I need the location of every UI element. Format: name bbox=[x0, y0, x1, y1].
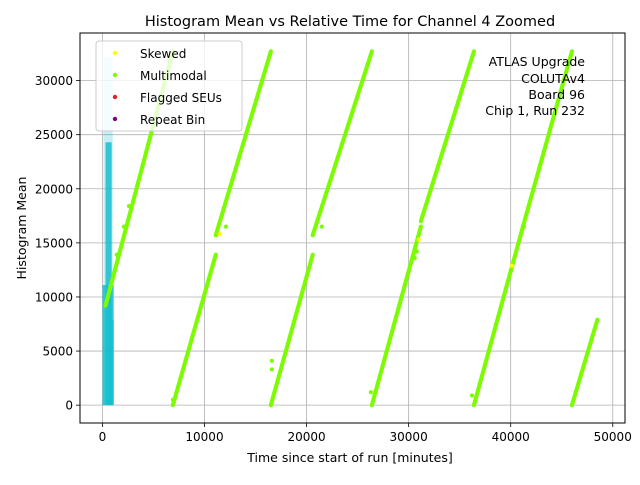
annotation-line-3: Board 96 bbox=[528, 87, 585, 102]
plot-frame bbox=[79, 32, 626, 424]
skewed-point bbox=[217, 232, 222, 237]
y-tick-label: 20000 bbox=[35, 182, 73, 196]
y-tick-label: 5000 bbox=[42, 345, 73, 359]
cyan-band bbox=[102, 56, 114, 406]
annotation-line-1: ATLAS Upgrade bbox=[489, 54, 586, 69]
legend-label-flagged-seus: Flagged SEUs bbox=[140, 91, 222, 105]
multimodal-point bbox=[114, 252, 119, 257]
y-tick-label: 25000 bbox=[35, 128, 73, 142]
multimodal-point bbox=[269, 367, 274, 372]
y-tick-label: 0 bbox=[65, 399, 73, 413]
annotation: ATLAS Upgrade COLUTAv4 Board 96 Chip 1, … bbox=[485, 54, 585, 118]
legend-marker-multimodal bbox=[112, 72, 118, 78]
cyan-band-bar bbox=[105, 142, 112, 406]
x-axis-ticks: 0 10000 20000 30000 40000 50000 bbox=[99, 423, 632, 444]
skewed-point bbox=[416, 237, 421, 242]
data-points bbox=[103, 49, 600, 408]
multimodal-point bbox=[418, 224, 423, 229]
multimodal-point bbox=[508, 268, 513, 274]
x-tick-label: 40000 bbox=[492, 430, 530, 444]
legend: Skewed Multimodal Flagged SEUs Repeat Bi… bbox=[95, 40, 243, 132]
y-axis-label: Histogram Mean bbox=[14, 177, 29, 280]
multimodal-point bbox=[268, 49, 273, 54]
x-tick-label: 10000 bbox=[185, 430, 223, 444]
multimodal-point bbox=[595, 317, 600, 322]
x-tick-label: 0 bbox=[99, 430, 107, 444]
multimodal-point bbox=[310, 252, 315, 257]
multimodal-point bbox=[414, 249, 419, 254]
annotation-line-2: COLUTAv4 bbox=[521, 71, 585, 86]
multimodal-point bbox=[521, 224, 527, 229]
multimodal-point bbox=[412, 255, 417, 261]
y-tick-label: 10000 bbox=[35, 290, 73, 304]
multimodal-point bbox=[126, 203, 132, 209]
multimodal-point bbox=[368, 390, 373, 395]
y-tick-label: 15000 bbox=[35, 236, 73, 250]
multimodal-point bbox=[223, 224, 229, 229]
multimodal-point bbox=[469, 393, 475, 398]
multimodal-point bbox=[269, 358, 274, 363]
cyan-band-bar bbox=[108, 319, 114, 406]
multimodal-point bbox=[213, 252, 218, 257]
multimodal-point bbox=[369, 49, 374, 54]
legend-label-multimodal: Multimodal bbox=[140, 69, 207, 83]
multimodal-point bbox=[569, 49, 575, 54]
legend-label-repeat-bin: Repeat Bin bbox=[140, 113, 205, 127]
annotation-line-4: Chip 1, Run 232 bbox=[485, 103, 585, 118]
y-tick-label: 30000 bbox=[35, 74, 73, 88]
multimodal-point bbox=[170, 397, 175, 402]
x-tick-label: 50000 bbox=[594, 430, 632, 444]
grid bbox=[80, 33, 625, 423]
y-axis-ticks: 0 5000 10000 15000 20000 25000 30000 bbox=[35, 74, 80, 413]
legend-marker-repeat-bin bbox=[112, 116, 118, 122]
multimodal-point bbox=[471, 49, 477, 54]
chart-title: Histogram Mean vs Relative Time for Chan… bbox=[145, 14, 555, 30]
x-tick-label: 20000 bbox=[287, 430, 325, 444]
x-tick-label: 30000 bbox=[390, 430, 428, 444]
legend-marker-flagged-seus bbox=[112, 94, 118, 100]
multimodal-point bbox=[319, 224, 324, 229]
x-axis-label: Time since start of run [minutes] bbox=[246, 450, 452, 465]
multimodal-point bbox=[121, 224, 126, 229]
legend-marker-skewed bbox=[112, 50, 118, 56]
legend-box bbox=[95, 40, 243, 132]
legend-label-skewed: Skewed bbox=[140, 47, 186, 61]
skewed-point bbox=[509, 263, 514, 268]
